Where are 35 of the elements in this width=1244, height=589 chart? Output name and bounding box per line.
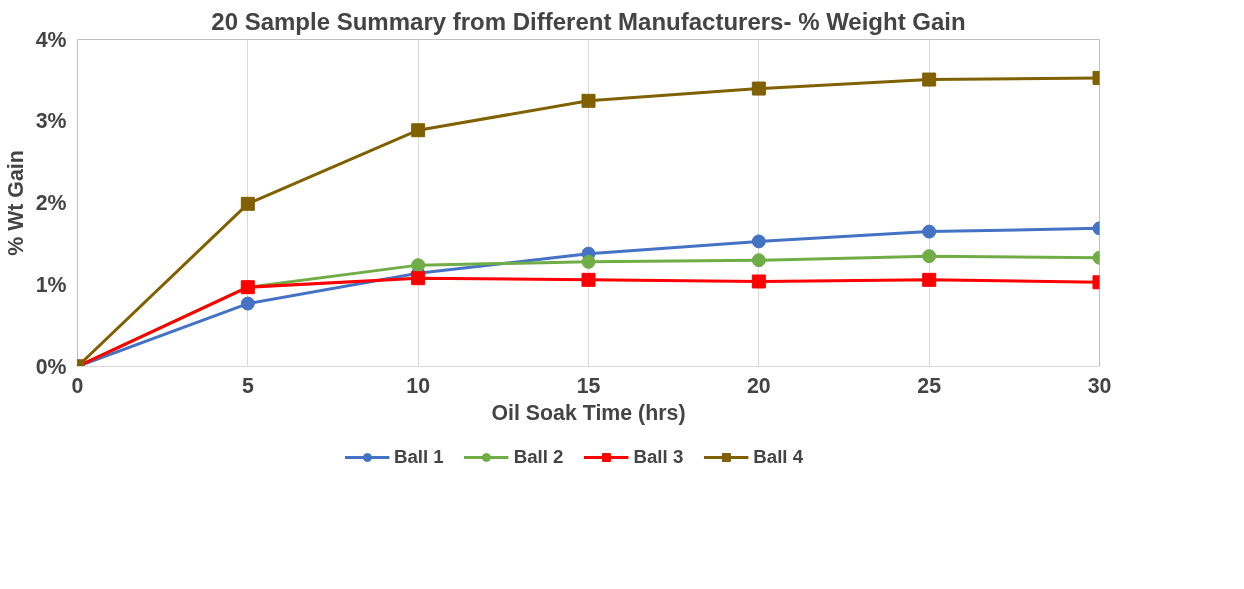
- point: [411, 258, 426, 273]
- point: [751, 81, 766, 96]
- point: [751, 253, 766, 268]
- y-tick-label: 0%: [35, 354, 67, 379]
- chart-title: 20 Sample Summary from Different Manufacturers- % Weight Gain: [211, 7, 966, 35]
- point: [240, 196, 255, 211]
- y-tick-label: 2%: [35, 191, 67, 215]
- point: [581, 272, 596, 287]
- x-tick-label: 10: [406, 373, 431, 398]
- point: [411, 123, 426, 138]
- x-tick-label: 15: [576, 373, 601, 398]
- point: [411, 271, 426, 286]
- point: [922, 224, 937, 239]
- x-tick-label: 30: [1087, 373, 1112, 398]
- legend-label: Ball 3: [633, 446, 684, 468]
- y-tick-label: 3%: [35, 109, 67, 134]
- legend-label: Ball 2: [513, 446, 564, 468]
- legend-label: Ball 1: [393, 446, 444, 468]
- point: [751, 274, 766, 289]
- y-axis-title: % Wt Gain: [3, 150, 28, 256]
- legend-label: Ball 4: [753, 446, 804, 468]
- x-tick-label: 5: [241, 373, 254, 398]
- point: [751, 234, 766, 249]
- x-tick-label: 0: [71, 373, 84, 398]
- point: [922, 72, 937, 87]
- y-tick-label: 4%: [35, 27, 67, 52]
- y-tick-label: 1%: [35, 272, 67, 297]
- point: [922, 272, 937, 287]
- point: [581, 254, 596, 269]
- point: [922, 249, 937, 264]
- x-tick-label: 20: [746, 373, 771, 398]
- x-tick-label: 25: [917, 373, 942, 398]
- point: [240, 296, 255, 311]
- point: [581, 93, 596, 108]
- x-axis-title: Oil Soak Time (hrs): [491, 400, 686, 425]
